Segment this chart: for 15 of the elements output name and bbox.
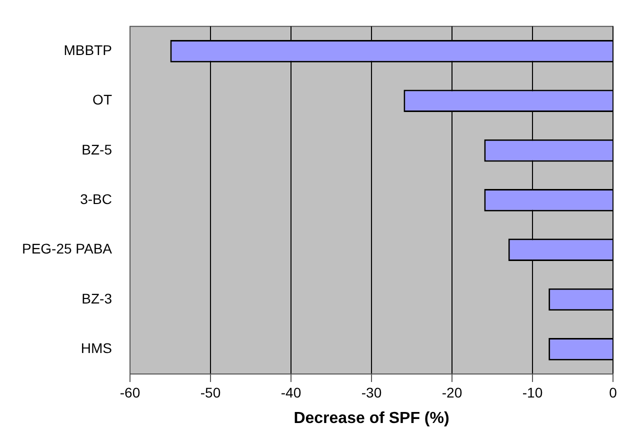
y-tick-label: 3-BC <box>80 191 112 208</box>
x-axis-title: Decrease of SPF (%) <box>294 410 450 427</box>
y-tick-label: HMS <box>80 340 112 356</box>
y-tick-label: PEG-25 PABA <box>22 240 113 257</box>
y-tick-label: BZ-5 <box>82 141 112 158</box>
x-tick-label: -50 <box>200 384 221 400</box>
x-tick-label: -40 <box>280 384 302 400</box>
y-tick-label: MBBTP <box>64 42 112 58</box>
x-tick-label: 0 <box>609 384 618 400</box>
x-tick-label: -10 <box>522 384 543 400</box>
y-tick-label: OT <box>92 92 112 108</box>
x-tick-label: -30 <box>361 384 382 400</box>
x-tick-label: -20 <box>442 384 462 400</box>
y-tick-label: BZ-3 <box>82 290 112 306</box>
x-tick-label: -60 <box>120 384 140 400</box>
